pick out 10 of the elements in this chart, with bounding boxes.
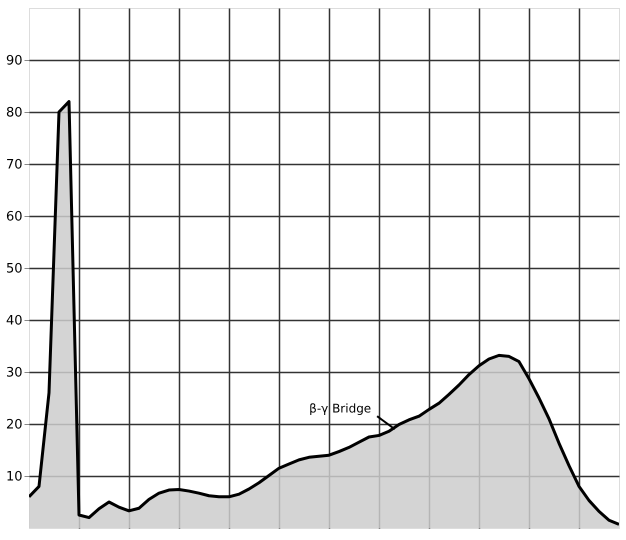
y-tick-label: 40	[6, 314, 22, 328]
y-tick-label: 80	[6, 106, 22, 120]
y-tick-label: 30	[6, 366, 22, 380]
y-tick-label: 90	[6, 54, 22, 68]
y-tick-label: 20	[6, 418, 22, 432]
y-tick-label: 60	[6, 210, 22, 224]
y-tick-label: 50	[6, 262, 22, 276]
annotation: β-γ Bridge	[309, 401, 372, 416]
y-tick-label: 70	[6, 158, 22, 172]
y-tick-label: 10	[6, 470, 22, 484]
